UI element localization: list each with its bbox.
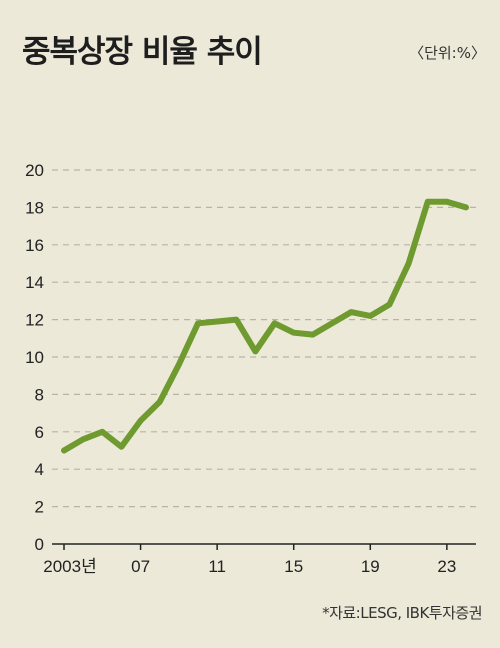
unit-label: 〈단위:%〉 [409, 44, 486, 62]
y-tick-label: 10 [25, 348, 44, 367]
y-axis-ticks: 0 2 4 6 8 10 12 14 16 18 20 [25, 161, 44, 554]
x-tick-label: 11 [208, 557, 226, 576]
y-tick-label: 6 [35, 423, 44, 442]
y-tick-label: 0 [35, 535, 44, 554]
source-note: *자료:LESG, IBK투자증권 [322, 604, 482, 622]
x-tick-label: 2003년 [43, 557, 96, 576]
gridlines [52, 169, 476, 508]
x-tick-label: 15 [284, 557, 303, 576]
y-tick-label: 4 [35, 460, 44, 479]
x-axis-ticks: 2003년 07 11 15 19 23 [43, 544, 456, 576]
x-tick-label: 07 [131, 557, 150, 576]
series-line [61, 198, 469, 454]
y-tick-label: 12 [25, 311, 44, 330]
y-tick-label: 16 [25, 236, 44, 255]
y-tick-label: 20 [25, 161, 44, 180]
chart-title: 중복상장 비율 추이 [22, 34, 263, 70]
y-tick-label: 8 [35, 385, 44, 404]
x-tick-label: 23 [437, 557, 456, 576]
data-points [63, 201, 467, 451]
y-tick-label: 14 [25, 273, 44, 292]
y-tick-label: 2 [35, 498, 44, 517]
y-tick-label: 18 [25, 198, 44, 217]
x-tick-label: 19 [361, 557, 380, 576]
